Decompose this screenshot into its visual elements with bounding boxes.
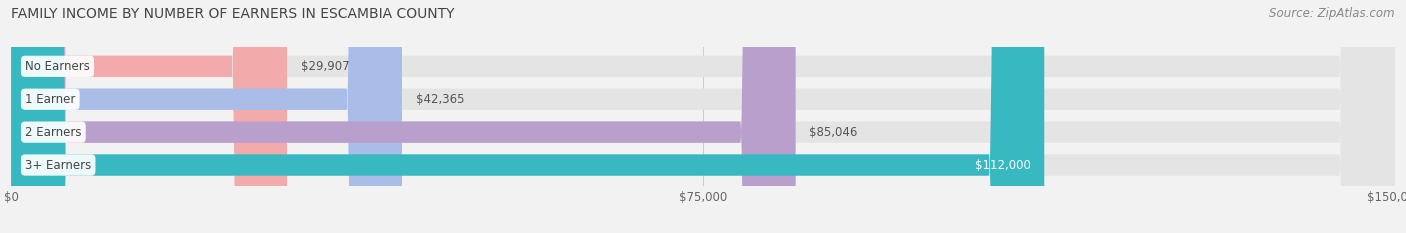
Text: $29,907: $29,907	[301, 60, 350, 73]
Text: $42,365: $42,365	[416, 93, 464, 106]
Text: 2 Earners: 2 Earners	[25, 126, 82, 139]
Text: FAMILY INCOME BY NUMBER OF EARNERS IN ESCAMBIA COUNTY: FAMILY INCOME BY NUMBER OF EARNERS IN ES…	[11, 7, 454, 21]
FancyBboxPatch shape	[11, 0, 402, 233]
FancyBboxPatch shape	[11, 0, 1395, 233]
FancyBboxPatch shape	[11, 0, 1395, 233]
FancyBboxPatch shape	[11, 0, 287, 233]
Text: Source: ZipAtlas.com: Source: ZipAtlas.com	[1270, 7, 1395, 20]
Text: $112,000: $112,000	[974, 158, 1031, 171]
FancyBboxPatch shape	[11, 0, 1395, 233]
FancyBboxPatch shape	[11, 0, 796, 233]
Text: No Earners: No Earners	[25, 60, 90, 73]
FancyBboxPatch shape	[11, 0, 1395, 233]
Text: $85,046: $85,046	[810, 126, 858, 139]
Text: 1 Earner: 1 Earner	[25, 93, 76, 106]
Text: 3+ Earners: 3+ Earners	[25, 158, 91, 171]
FancyBboxPatch shape	[11, 0, 1045, 233]
